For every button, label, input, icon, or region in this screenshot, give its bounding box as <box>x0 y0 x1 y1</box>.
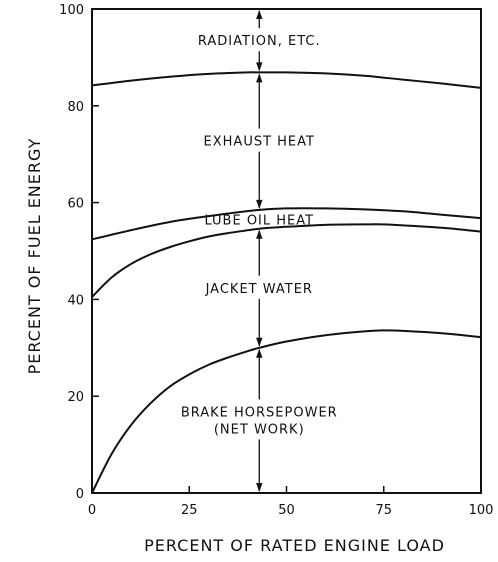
boundary-curve-1 <box>91 329 482 494</box>
region-label: EXHAUST HEAT <box>204 135 315 150</box>
arrow-head <box>256 10 263 19</box>
x-tick-label: 25 <box>181 503 198 518</box>
region-label: BRAKE HORSEPOWER <box>181 405 338 420</box>
arrow-head <box>256 337 263 347</box>
arrow-head <box>256 229 263 239</box>
x-tick-label: 100 <box>469 503 494 518</box>
arrow-head <box>256 62 263 72</box>
y-axis-title: PERCENT OF FUEL ENERGY <box>25 138 44 375</box>
boundary-curve-4 <box>91 71 482 89</box>
x-axis-title: PERCENT OF RATED ENGINE LOAD <box>144 536 445 555</box>
y-tick-label: 60 <box>67 197 84 212</box>
y-tick-label: 20 <box>67 390 84 405</box>
arrow-head <box>256 199 263 209</box>
arrow-head <box>256 348 263 358</box>
y-tick-label: 40 <box>67 293 84 308</box>
x-tick-label: 50 <box>278 503 295 518</box>
region-label: LUBE OIL HEAT <box>204 213 314 228</box>
x-tick-label: 0 <box>88 503 96 518</box>
boundary-curve-2 <box>91 223 482 298</box>
y-tick-label: 100 <box>59 3 84 18</box>
region-label: (NET WORK) <box>214 422 305 437</box>
y-tick-label: 80 <box>67 100 84 115</box>
y-tick-label: 0 <box>76 487 84 502</box>
boundary-curve-3 <box>91 207 482 241</box>
x-tick-label: 75 <box>375 503 392 518</box>
region-label: JACKET WATER <box>205 282 313 297</box>
arrow-head <box>256 73 263 83</box>
region-label: RADIATION, ETC. <box>198 34 321 49</box>
arrow-head <box>256 483 263 492</box>
